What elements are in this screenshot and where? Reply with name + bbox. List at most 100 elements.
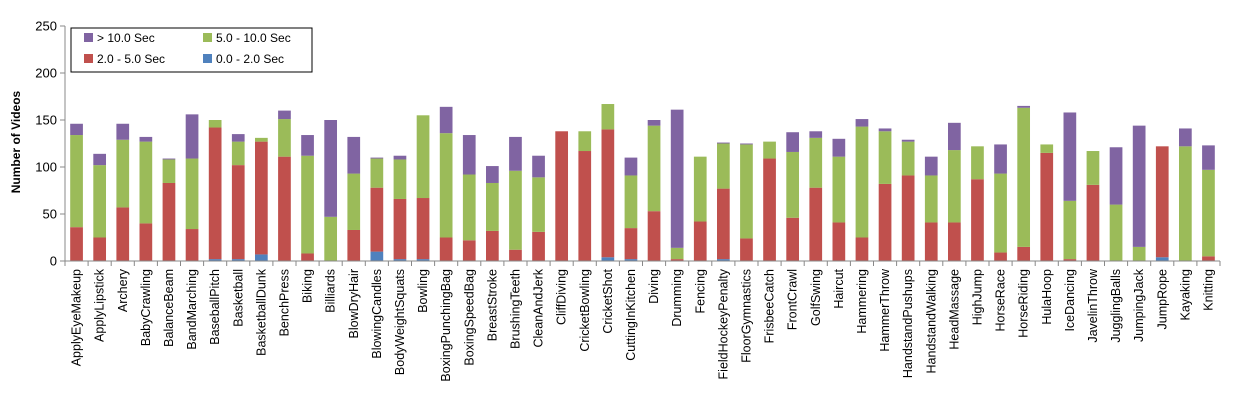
bar-segment: [393, 259, 407, 261]
x-category-label: Billiards: [324, 269, 338, 313]
bar-segment: [786, 132, 800, 152]
x-category-label: Biking: [301, 269, 315, 303]
bar-segment: [393, 155, 407, 160]
x-category-label: BlowDryHair: [347, 269, 361, 338]
bar-segment: [1017, 246, 1031, 261]
x-category-label: HandstandWalking: [924, 269, 938, 374]
bar-segment: [486, 182, 499, 231]
x-category-label: FrisbeeCatch: [763, 269, 777, 343]
x-category-label: CricketBowling: [578, 269, 592, 352]
bar-segment: [878, 183, 892, 261]
bar-segment: [1109, 204, 1123, 261]
bar-segment: [486, 230, 499, 261]
x-category-label: JugglingBalls: [1109, 269, 1123, 343]
x-category-label: BalanceBeam: [162, 269, 176, 347]
bar-segment: [1040, 152, 1054, 261]
x-category-label: HorseRiding: [1017, 269, 1031, 338]
bar-segment: [93, 237, 107, 261]
bar-segment: [231, 165, 245, 260]
y-axis-title: Number of Videos: [9, 90, 23, 193]
x-category-label: Kayaking: [1178, 269, 1192, 320]
x-category-label: BrushingTeeth: [508, 269, 522, 349]
bar-segment: [924, 175, 938, 223]
bar-segment: [162, 159, 176, 183]
bar-segment: [1179, 128, 1192, 147]
bar-segment: [70, 135, 83, 228]
x-category-label: Archery: [116, 268, 130, 312]
bar-segment: [1155, 257, 1169, 261]
x-category-label: BreastStroke: [485, 269, 499, 341]
bar-segment: [162, 182, 176, 261]
bar-segment: [809, 137, 823, 188]
x-category-label: Fencing: [693, 269, 707, 314]
bar-segment: [93, 165, 107, 238]
bar-segment: [416, 198, 430, 260]
bar-segment: [1086, 184, 1100, 261]
x-category-label: Drumming: [670, 269, 684, 327]
bar-segment: [301, 135, 314, 156]
bar-segment: [139, 141, 153, 224]
bar-segment: [624, 157, 638, 176]
bar-segment: [901, 139, 915, 142]
bar-segment: [185, 158, 199, 230]
bar-segment: [948, 222, 961, 261]
bar-segment: [1202, 256, 1215, 261]
bar-segment: [324, 216, 338, 261]
x-category-label: BabyCrawling: [139, 269, 153, 346]
bar-segment: [1155, 146, 1169, 258]
legend-swatch: [84, 54, 93, 63]
bar-segment: [901, 141, 915, 176]
bar-segment: [255, 141, 268, 255]
x-category-label: CuttingInKitchen: [624, 269, 638, 361]
bar-segment: [231, 259, 245, 261]
bar-segment: [509, 170, 522, 250]
bar-segment: [347, 173, 361, 230]
x-category-label: Hammering: [855, 269, 869, 334]
bar-segment: [255, 254, 268, 261]
x-category-label: JavelinThrow: [1086, 268, 1100, 343]
bar-segment: [139, 223, 153, 261]
bar-segment: [439, 106, 453, 134]
bar-segment: [1179, 146, 1192, 261]
legend-label: 2.0 - 5.0 Sec: [97, 52, 165, 66]
bar-segment: [809, 131, 823, 138]
bar-segment: [1086, 151, 1100, 185]
bar-segment: [1063, 259, 1077, 261]
bar-segment: [255, 137, 268, 142]
bar-segment: [670, 247, 684, 260]
x-category-label: ApplyEyeMakeup: [70, 269, 84, 366]
x-category-label: JumpingJack: [1132, 268, 1146, 342]
bar-segment: [1132, 246, 1146, 261]
bar-segment: [462, 135, 476, 175]
bar-segment: [208, 259, 222, 261]
bar-segment: [462, 240, 476, 261]
bar-segment: [994, 173, 1007, 253]
bar-segment: [278, 110, 291, 120]
bar-segment: [1063, 200, 1077, 260]
y-tick-label: 0: [50, 254, 57, 269]
bar-segment: [486, 166, 499, 183]
x-category-label: ApplyLipstick: [93, 268, 107, 342]
bar-segment: [1132, 125, 1146, 247]
bar-segment: [924, 156, 938, 176]
bar-segment: [139, 136, 153, 142]
bar-segment: [278, 119, 291, 157]
bar-segment: [185, 229, 199, 261]
bar-segment: [809, 187, 823, 261]
bar-segment: [439, 133, 453, 238]
bar-segment: [439, 237, 453, 261]
legend: > 10.0 Sec 5.0 - 10.0 Sec 2.0 - 5.0 Sec 0.0…: [70, 27, 313, 73]
x-category-label: CleanAndJerk: [532, 268, 546, 347]
bar-segment: [994, 252, 1007, 261]
bar-segment: [532, 231, 545, 261]
bar-segment: [370, 187, 384, 252]
x-category-label: BandMarching: [185, 269, 199, 350]
bar-segment: [1017, 107, 1031, 247]
bar-segment: [717, 188, 730, 260]
bar-segment: [70, 123, 83, 136]
x-category-label: BaseballPitch: [208, 269, 222, 345]
bar-segment: [855, 237, 869, 261]
bar-segment: [185, 114, 199, 159]
x-category-label: JumpRope: [1155, 269, 1169, 329]
